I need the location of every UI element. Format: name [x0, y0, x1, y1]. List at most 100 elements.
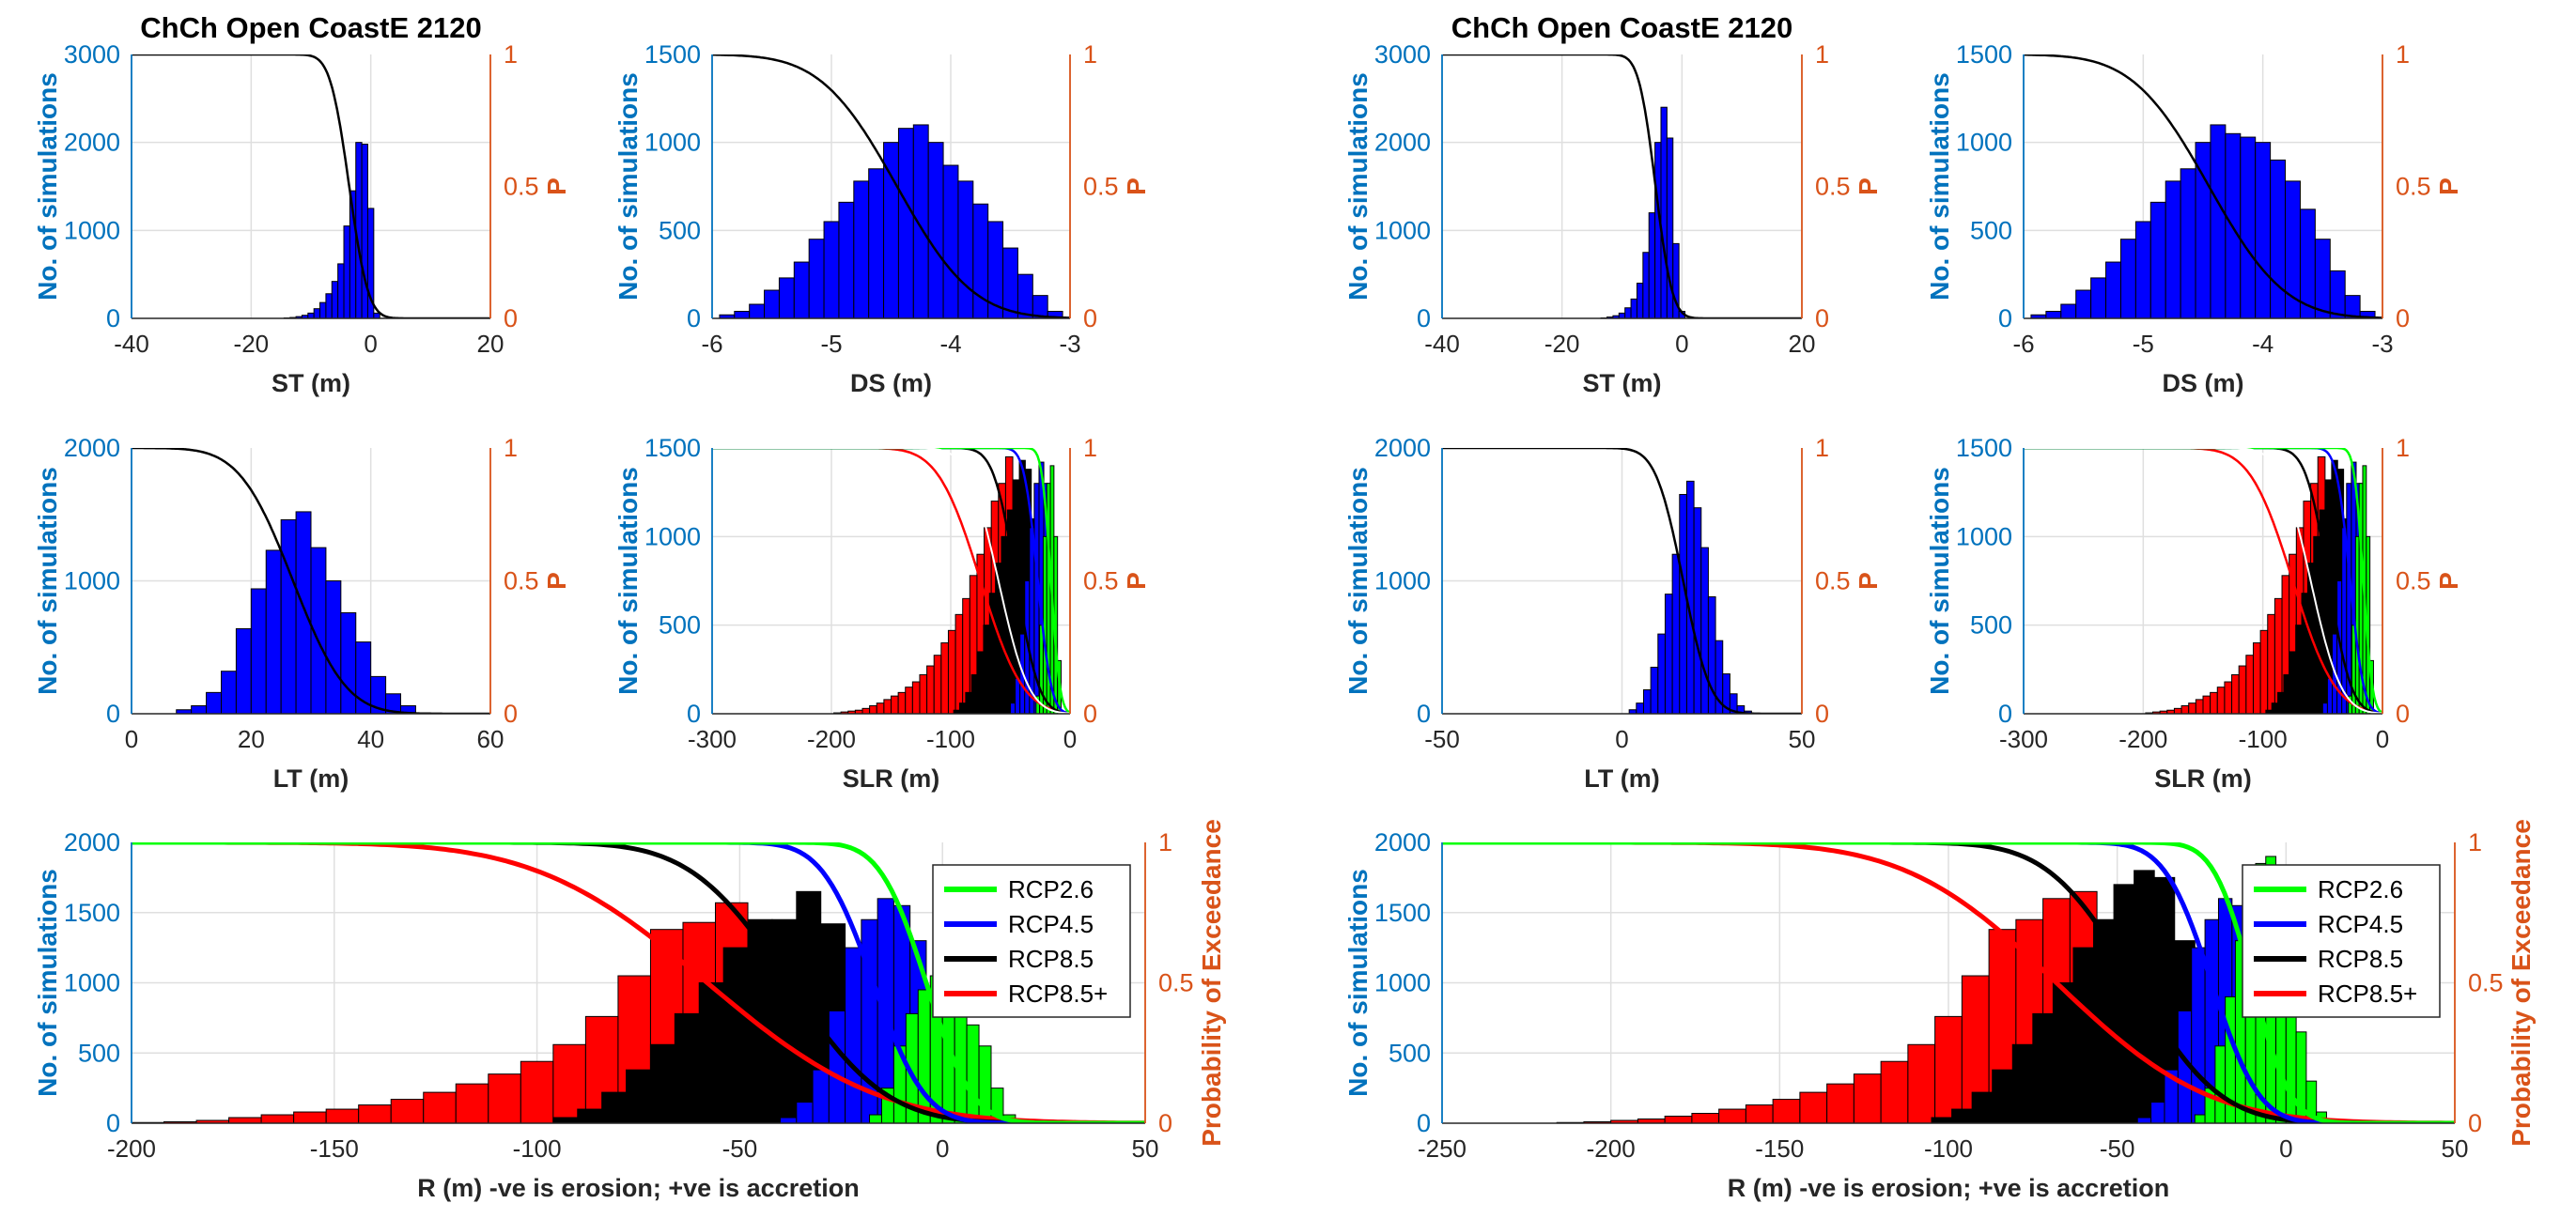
histogram-bar	[2053, 983, 2073, 1124]
y-tick-label-left: 0	[687, 700, 701, 728]
y-tick-label-right: 0	[504, 700, 518, 728]
y-tick-label-left: 2000	[64, 828, 120, 856]
histogram-bar	[650, 1044, 675, 1123]
x-tick-label: -100	[926, 725, 975, 753]
y-axis-label-right: P	[542, 572, 571, 590]
histogram-bar	[2225, 682, 2232, 714]
histogram-bar	[2151, 1103, 2165, 1123]
histogram-bar	[1658, 634, 1666, 714]
histogram-bar	[1881, 1061, 1908, 1123]
histogram-bar	[2137, 1118, 2150, 1123]
x-tick-label: -3	[2371, 330, 2393, 358]
histogram-bar	[326, 294, 332, 318]
histogram-bar	[553, 1118, 578, 1123]
x-axis-label: LT (m)	[1584, 764, 1659, 793]
histogram-bar	[520, 1061, 553, 1123]
histogram-bar	[2195, 1115, 2205, 1123]
plot-area	[1442, 54, 1802, 318]
y-tick-label-left: 1000	[1374, 969, 1431, 997]
histogram-bar	[765, 290, 780, 318]
histogram-bar	[1661, 107, 1667, 318]
y-tick-label-right: 0	[504, 304, 518, 332]
panel-title: ChCh Open CoastE 2120	[140, 11, 481, 44]
histogram-bar	[978, 652, 984, 714]
y-tick-label-left: 3000	[1374, 40, 1431, 69]
y-tick-label-left: 1500	[1956, 40, 2012, 69]
x-tick-label: 0	[364, 330, 377, 358]
y-axis-label-left: No. of simulations	[1925, 72, 1954, 301]
histogram-bar	[877, 703, 884, 714]
histogram-bar	[2211, 692, 2218, 714]
histogram-bar	[2253, 643, 2260, 714]
histogram-bar	[2217, 687, 2225, 714]
y-tick-label-right: 1	[1815, 40, 1829, 69]
x-tick-label: 0	[2279, 1134, 2292, 1163]
histogram-bar	[898, 129, 913, 318]
histogram-bar	[602, 1092, 627, 1123]
y-tick-label-left: 1000	[1956, 129, 2012, 157]
y-tick-label-right: 0.5	[2396, 567, 2431, 595]
y-tick-label-right: 0.5	[504, 173, 539, 201]
x-tick-label: -20	[234, 330, 270, 358]
y-tick-label-left: 500	[659, 216, 701, 244]
histogram-bar	[781, 1118, 797, 1123]
histogram-bar	[2106, 262, 2121, 318]
legend-entry: RCP8.5+	[1008, 980, 1108, 1008]
y-tick-label-left: 2000	[1374, 434, 1431, 462]
histogram-bar	[489, 1074, 521, 1123]
histogram-bar	[424, 1092, 457, 1123]
y-tick-label-right: 0	[2396, 304, 2410, 332]
histogram-bar	[870, 1115, 882, 1123]
x-tick-label: -5	[820, 330, 842, 358]
x-axis-label: ST (m)	[1583, 369, 1662, 397]
histogram-bar	[735, 312, 750, 318]
y-tick-label-left: 3000	[64, 40, 120, 69]
y-tick-label-right: 1	[504, 40, 518, 69]
histogram-bar	[2046, 312, 2061, 318]
x-tick-label: -4	[939, 330, 961, 358]
y-tick-label-right: 1	[2468, 828, 2482, 856]
legend-entry: RCP8.5	[1008, 945, 1094, 973]
y-tick-label-left: 0	[106, 700, 120, 728]
histogram-bar	[261, 1115, 294, 1123]
y-tick-label-left: 1000	[1374, 567, 1431, 595]
histogram-bar	[308, 313, 314, 318]
histogram-bar	[898, 692, 906, 714]
legend-entry: RCP2.6	[1008, 875, 1094, 903]
y-tick-label-left: 1000	[1374, 216, 1431, 244]
x-tick-label: -250	[1418, 1134, 1466, 1163]
y-tick-label-left: 2000	[64, 434, 120, 462]
x-axis-label: SLR (m)	[2154, 764, 2252, 793]
histogram-bar	[1631, 299, 1637, 318]
y-tick-label-left: 0	[106, 1109, 120, 1137]
histogram-bar	[2033, 1013, 2054, 1123]
histogram-bar	[813, 1070, 829, 1123]
y-axis-label-right: P	[542, 177, 571, 195]
y-tick-label-left: 1500	[644, 434, 701, 462]
histogram-bar	[2135, 222, 2150, 318]
x-tick-label: -50	[1424, 725, 1460, 753]
y-axis-label-right: P	[1854, 177, 1883, 195]
histogram-bar	[2061, 304, 2076, 318]
x-tick-label: -40	[114, 330, 149, 358]
y-axis-label-right: P	[1122, 572, 1151, 590]
histogram-bar	[296, 512, 311, 714]
x-tick-label: 20	[1789, 330, 1816, 358]
y-tick-label-left: 0	[1998, 304, 2012, 332]
histogram-bar	[958, 181, 973, 318]
x-tick-label: -50	[2100, 1134, 2135, 1163]
histogram-bar	[1680, 495, 1687, 714]
histogram-bar	[2241, 137, 2256, 318]
histogram-bar	[1854, 1074, 1881, 1123]
y-axis-label-right: P	[2434, 572, 2463, 590]
histogram-bar	[1665, 1117, 1692, 1123]
y-tick-label-left: 1000	[64, 216, 120, 244]
y-tick-label-left: 1500	[1374, 899, 1431, 927]
x-tick-label: 50	[1132, 1134, 1159, 1163]
histogram-bar	[1686, 481, 1694, 714]
y-tick-label-left: 1500	[644, 40, 701, 69]
